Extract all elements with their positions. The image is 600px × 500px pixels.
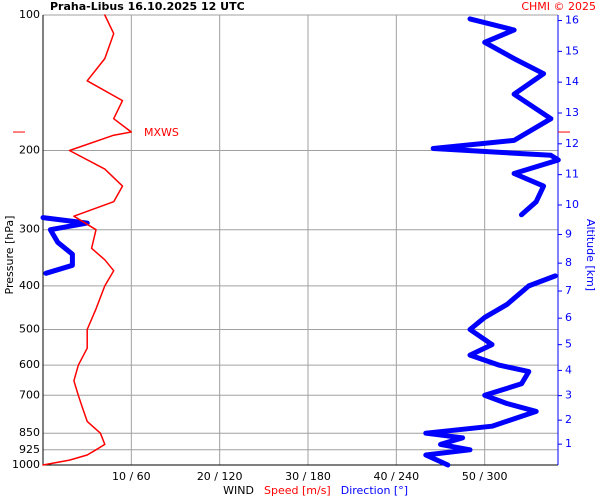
y-tick-label: 400 bbox=[19, 279, 40, 292]
y2-tick-label: 6 bbox=[565, 311, 572, 324]
x-tick-label: 30 / 180 bbox=[285, 470, 331, 483]
series-line bbox=[40, 215, 90, 276]
y-tick-label: 500 bbox=[19, 323, 40, 336]
y2-tick-label: 4 bbox=[565, 363, 572, 376]
y-tick-label: 300 bbox=[19, 223, 40, 236]
x-tick-label: 10 / 60 bbox=[112, 470, 151, 483]
y-tick-label: 850 bbox=[19, 426, 40, 439]
y2-tick-label: 14 bbox=[565, 75, 579, 88]
y2-tick-label: 1 bbox=[565, 437, 572, 450]
x-tick-label: 50 / 300 bbox=[462, 470, 508, 483]
y-tick-label: 600 bbox=[19, 358, 40, 371]
y2-tick-label: 10 bbox=[565, 198, 579, 211]
y2-tick-label: 5 bbox=[565, 338, 572, 351]
legend-title: WIND bbox=[223, 484, 254, 497]
legend-entry: Direction [°] bbox=[341, 484, 408, 497]
y2-tick-label: 13 bbox=[565, 106, 579, 119]
legend-entry: Speed [m/s] bbox=[264, 484, 331, 497]
y2-tick-label: 7 bbox=[565, 284, 572, 297]
y2-tick-label: 15 bbox=[565, 44, 579, 57]
y2-tick-label: 11 bbox=[565, 168, 579, 181]
y-tick-label: 1000 bbox=[12, 458, 40, 471]
y2-tick-label: 16 bbox=[565, 14, 579, 27]
credit: CHMI © 2025 bbox=[521, 0, 596, 13]
y2-tick-label: 2 bbox=[565, 413, 572, 426]
y2-tick-label: 3 bbox=[565, 389, 572, 402]
y-tick-label: 100 bbox=[19, 8, 40, 21]
y-tick-label: 700 bbox=[19, 388, 40, 401]
series-line bbox=[42, 14, 133, 466]
annotation-text: MXWS bbox=[144, 126, 179, 139]
y2-tick-label: 12 bbox=[565, 137, 579, 150]
y2-axis-label: Altitude [km] bbox=[584, 219, 597, 291]
x-tick-label: 20 / 120 bbox=[197, 470, 243, 483]
y-axis-label: Pressure [hPa] bbox=[3, 216, 16, 295]
x-tick-label: 40 / 240 bbox=[373, 470, 419, 483]
y2-tick-label: 9 bbox=[565, 227, 572, 240]
y-tick-label: 925 bbox=[19, 443, 40, 456]
series-line bbox=[430, 16, 561, 218]
y-tick-label: 200 bbox=[19, 143, 40, 156]
y2-tick-label: 8 bbox=[565, 256, 572, 269]
series-line bbox=[423, 273, 558, 468]
chart-title: Praha-Libus 16.10.2025 12 UTC bbox=[50, 0, 245, 13]
